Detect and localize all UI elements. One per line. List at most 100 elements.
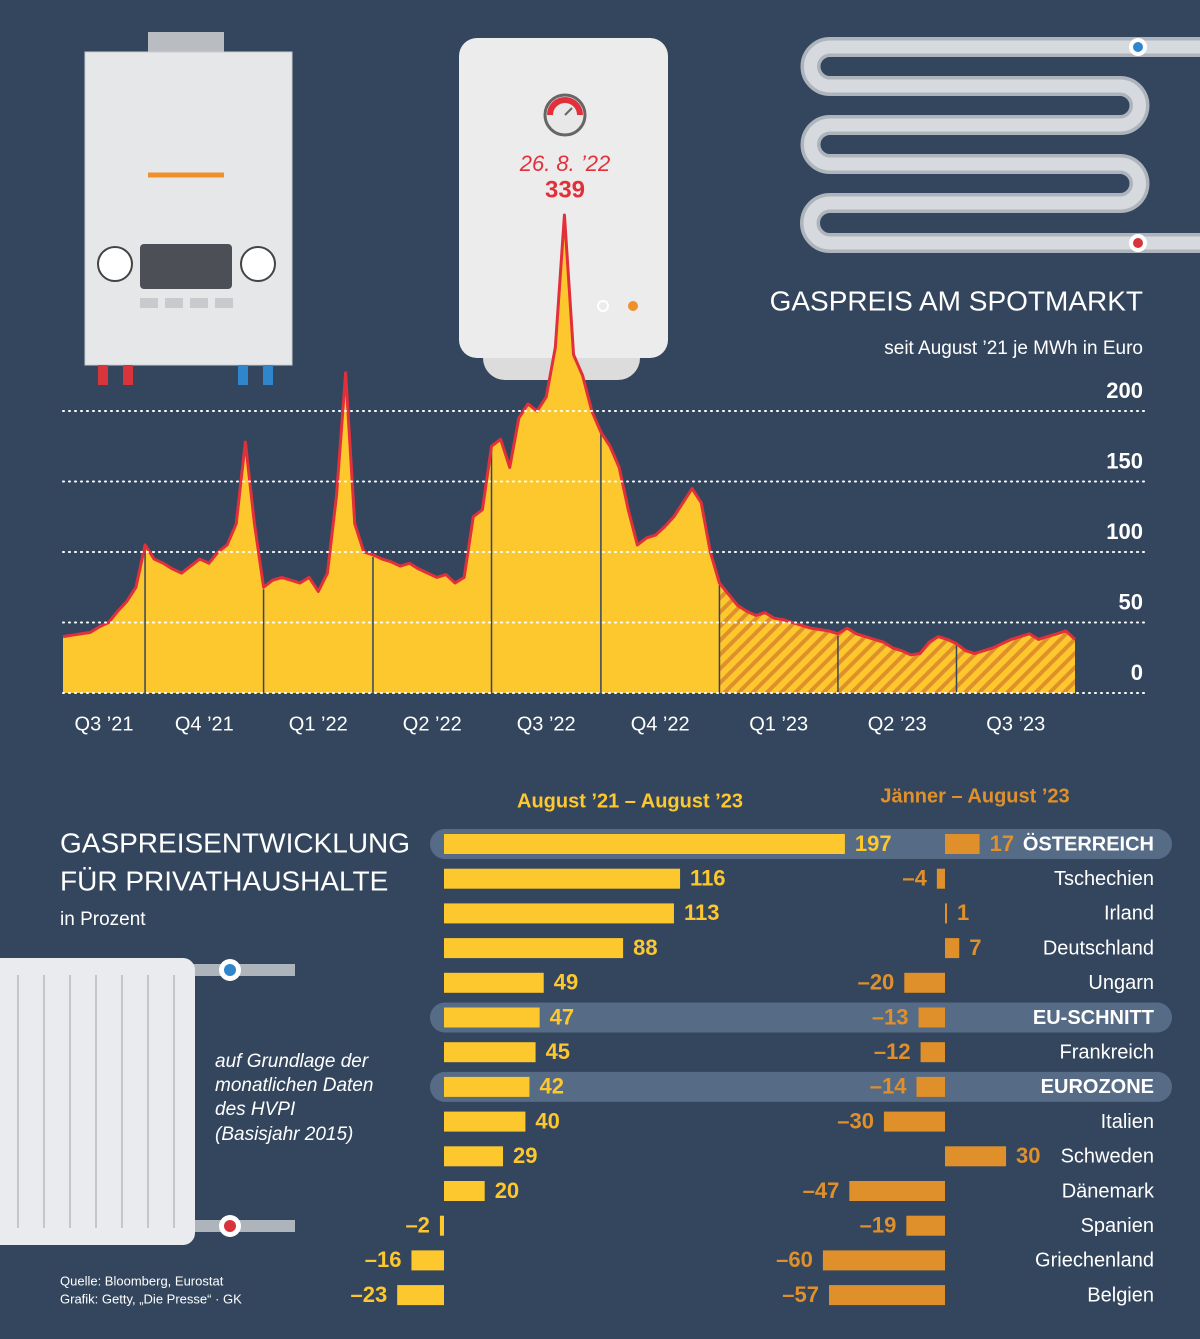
category-label: Spanien	[1081, 1215, 1154, 1237]
x-tick-label: Q4 ’21	[175, 713, 234, 735]
value-label: 1	[957, 900, 969, 925]
note: auf Grundlage der	[215, 1051, 369, 1072]
value-label: 42	[539, 1074, 563, 1099]
bar	[411, 1250, 444, 1271]
value-label: 45	[546, 1039, 570, 1064]
line	[62, 213, 1077, 657]
value-label: 88	[633, 935, 657, 960]
value-label: –57	[782, 1282, 819, 1307]
x-tick-label: Q1 ’22	[289, 713, 348, 735]
highlight-band	[430, 1002, 1172, 1033]
category-label: Irland	[1104, 903, 1154, 925]
annotation-date: 26. 8. ’22	[519, 151, 611, 176]
bar	[444, 868, 681, 889]
bar	[444, 1042, 536, 1063]
bar	[444, 938, 624, 959]
bar	[829, 1285, 945, 1306]
bar	[906, 1215, 945, 1236]
highlight-band	[430, 1071, 1172, 1102]
category-label: ÖSTERREICH	[1023, 832, 1154, 855]
value-label: –4	[902, 866, 927, 891]
category-label: EUROZONE	[1041, 1076, 1154, 1098]
note: monatlichen Daten	[215, 1075, 373, 1096]
category-label: Griechenland	[1035, 1250, 1154, 1272]
category-label: EU-SCHNITT	[1033, 1007, 1154, 1029]
y-tick-label: 150	[1106, 448, 1143, 473]
category-label: Belgien	[1087, 1284, 1154, 1306]
bar	[904, 972, 945, 993]
x-tick-label: Q2 ’23	[868, 713, 927, 735]
x-tick-label: Q4 ’22	[631, 713, 690, 735]
category-label: Ungarn	[1088, 972, 1154, 994]
value-label: –20	[858, 970, 895, 995]
value-label: –2	[405, 1213, 429, 1238]
source: Grafik: Getty, „Die Presse“ · GK	[60, 1291, 242, 1306]
category-label: Italien	[1101, 1111, 1154, 1133]
chart-title: GASPREISENTWICKLUNG	[60, 827, 410, 858]
bar	[397, 1285, 444, 1306]
value-label: 29	[513, 1143, 537, 1168]
value-label: 40	[535, 1108, 559, 1133]
chart-title: FÜR PRIVATHAUSHALTE	[60, 865, 388, 896]
value-label: 47	[550, 1004, 574, 1029]
value-label: 116	[690, 866, 726, 891]
bar	[936, 868, 945, 889]
bar	[945, 1146, 1007, 1167]
bar	[945, 903, 948, 924]
x-tick-label: Q1 ’23	[749, 713, 808, 735]
bar	[920, 1042, 945, 1063]
value-label: 113	[684, 900, 720, 925]
value-label: –23	[350, 1282, 387, 1307]
hatched-area	[719, 583, 1075, 693]
y-tick-label: 100	[1106, 519, 1143, 544]
note: des HVPI	[215, 1099, 296, 1120]
x-tick-label: Q3 ’22	[517, 713, 576, 735]
bar	[444, 1111, 526, 1132]
bar	[444, 834, 845, 854]
annotation-value: 339	[545, 176, 585, 203]
y-tick-label: 200	[1106, 378, 1143, 403]
note: (Basisjahr 2015)	[215, 1124, 353, 1145]
legend-label: August ’21 – August ’23	[517, 790, 743, 812]
value-label: –30	[837, 1108, 874, 1133]
category-label: Dänemark	[1062, 1180, 1155, 1202]
category-label: Deutschland	[1043, 937, 1154, 959]
legend-label: Jänner – August ’23	[880, 785, 1069, 807]
value-label: 30	[1016, 1143, 1040, 1168]
chart-subtitle: seit August ’21 je MWh in Euro	[884, 338, 1143, 359]
value-label: 49	[554, 970, 578, 995]
boiler-illustration	[84, 32, 293, 385]
y-tick-label: 50	[1119, 589, 1143, 614]
pipe-illustration	[800, 37, 1200, 253]
bar	[444, 1007, 540, 1028]
area	[63, 215, 1075, 693]
chart-subtitle: in Prozent	[60, 909, 146, 930]
value-label: 17	[990, 831, 1014, 856]
y-tick-label: 0	[1131, 660, 1143, 685]
value-label: –19	[860, 1213, 897, 1238]
radiator-illustration	[0, 958, 295, 1245]
source: Quelle: Bloomberg, Eurostat	[60, 1273, 224, 1288]
bar	[444, 1181, 485, 1201]
value-label: –47	[803, 1178, 840, 1203]
value-label: 7	[969, 935, 981, 960]
x-tick-label: Q3 ’21	[75, 713, 134, 735]
bar	[444, 972, 544, 993]
bar	[444, 1076, 530, 1097]
category-label: Frankreich	[1060, 1041, 1154, 1063]
value-label: –13	[872, 1004, 909, 1029]
value-label: –14	[870, 1074, 907, 1099]
bar	[883, 1111, 945, 1132]
bar	[918, 1007, 945, 1028]
chart-title: GASPREIS AM SPOTMARKT	[770, 285, 1143, 316]
bar	[822, 1250, 945, 1271]
value-label: –16	[365, 1247, 402, 1272]
value-label: 20	[495, 1178, 519, 1203]
x-tick-label: Q2 ’22	[403, 713, 462, 735]
bar	[849, 1181, 945, 1201]
category-label: Tschechien	[1054, 868, 1154, 890]
value-label: –12	[874, 1039, 911, 1064]
x-tick-label: Q3 ’23	[986, 713, 1045, 735]
category-label: Schweden	[1061, 1146, 1154, 1168]
